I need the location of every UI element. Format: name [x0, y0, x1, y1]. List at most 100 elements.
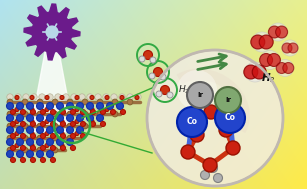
Circle shape [37, 102, 44, 109]
Circle shape [80, 122, 86, 126]
Circle shape [219, 123, 233, 137]
Circle shape [204, 105, 218, 119]
Circle shape [60, 146, 65, 150]
Circle shape [30, 143, 34, 147]
Circle shape [245, 62, 265, 82]
Circle shape [75, 132, 79, 136]
Circle shape [67, 115, 73, 122]
Circle shape [288, 43, 298, 53]
Circle shape [23, 94, 29, 100]
Circle shape [105, 95, 109, 99]
Circle shape [10, 146, 15, 150]
Circle shape [30, 132, 34, 136]
Circle shape [82, 123, 88, 129]
Circle shape [150, 57, 156, 63]
Circle shape [52, 147, 58, 153]
Circle shape [30, 108, 34, 112]
Circle shape [15, 143, 19, 147]
Circle shape [96, 102, 103, 109]
Circle shape [7, 135, 13, 141]
Circle shape [10, 109, 15, 115]
Circle shape [156, 91, 162, 97]
Circle shape [75, 119, 79, 123]
Circle shape [244, 65, 258, 79]
Circle shape [267, 53, 280, 67]
Circle shape [147, 50, 283, 186]
Circle shape [17, 102, 24, 109]
Circle shape [6, 126, 14, 133]
Circle shape [67, 135, 73, 141]
Circle shape [56, 102, 64, 109]
Circle shape [46, 102, 53, 109]
Circle shape [47, 94, 53, 100]
Circle shape [67, 102, 73, 109]
Circle shape [15, 94, 21, 100]
Circle shape [6, 102, 14, 109]
Circle shape [127, 94, 133, 100]
Circle shape [67, 126, 73, 133]
Circle shape [252, 32, 272, 52]
Circle shape [76, 126, 84, 133]
Circle shape [45, 95, 49, 99]
Circle shape [46, 139, 53, 146]
Circle shape [226, 141, 240, 155]
Circle shape [60, 95, 64, 99]
Circle shape [15, 132, 19, 136]
Circle shape [30, 119, 34, 123]
Circle shape [55, 94, 61, 100]
Circle shape [15, 95, 19, 99]
Circle shape [22, 123, 28, 129]
Circle shape [52, 111, 58, 117]
Circle shape [251, 35, 265, 49]
Circle shape [63, 94, 69, 100]
Circle shape [75, 95, 79, 99]
Circle shape [60, 109, 65, 115]
Circle shape [37, 126, 44, 133]
Circle shape [116, 102, 123, 109]
Circle shape [30, 133, 36, 139]
Circle shape [71, 109, 76, 115]
Circle shape [60, 143, 64, 147]
Circle shape [26, 139, 33, 146]
Text: H$_2$: H$_2$ [261, 71, 275, 85]
Circle shape [90, 119, 94, 123]
Circle shape [76, 102, 84, 109]
Circle shape [76, 115, 84, 122]
Circle shape [21, 109, 25, 115]
Circle shape [41, 109, 45, 115]
Circle shape [276, 26, 288, 38]
Circle shape [50, 157, 56, 163]
Circle shape [30, 109, 36, 115]
Circle shape [135, 95, 139, 99]
Circle shape [71, 133, 76, 139]
Circle shape [67, 99, 73, 105]
Circle shape [90, 95, 94, 99]
Circle shape [190, 128, 204, 142]
Circle shape [26, 115, 33, 122]
Circle shape [7, 99, 13, 105]
Circle shape [120, 95, 124, 99]
Circle shape [100, 122, 106, 126]
Circle shape [208, 163, 217, 173]
Circle shape [200, 170, 209, 180]
Circle shape [45, 119, 49, 123]
Circle shape [269, 23, 287, 41]
Circle shape [15, 119, 19, 123]
Circle shape [127, 99, 133, 105]
Circle shape [7, 147, 13, 153]
Circle shape [96, 115, 103, 122]
Circle shape [87, 115, 94, 122]
Circle shape [111, 109, 115, 115]
Circle shape [276, 63, 287, 74]
Circle shape [71, 122, 76, 126]
Circle shape [282, 43, 292, 53]
Circle shape [60, 119, 64, 123]
Circle shape [95, 94, 101, 100]
Circle shape [7, 111, 13, 117]
Circle shape [112, 111, 118, 117]
Circle shape [87, 102, 94, 109]
FancyArrowPatch shape [198, 54, 226, 61]
Circle shape [100, 109, 106, 115]
Circle shape [52, 99, 58, 105]
Circle shape [37, 150, 44, 157]
